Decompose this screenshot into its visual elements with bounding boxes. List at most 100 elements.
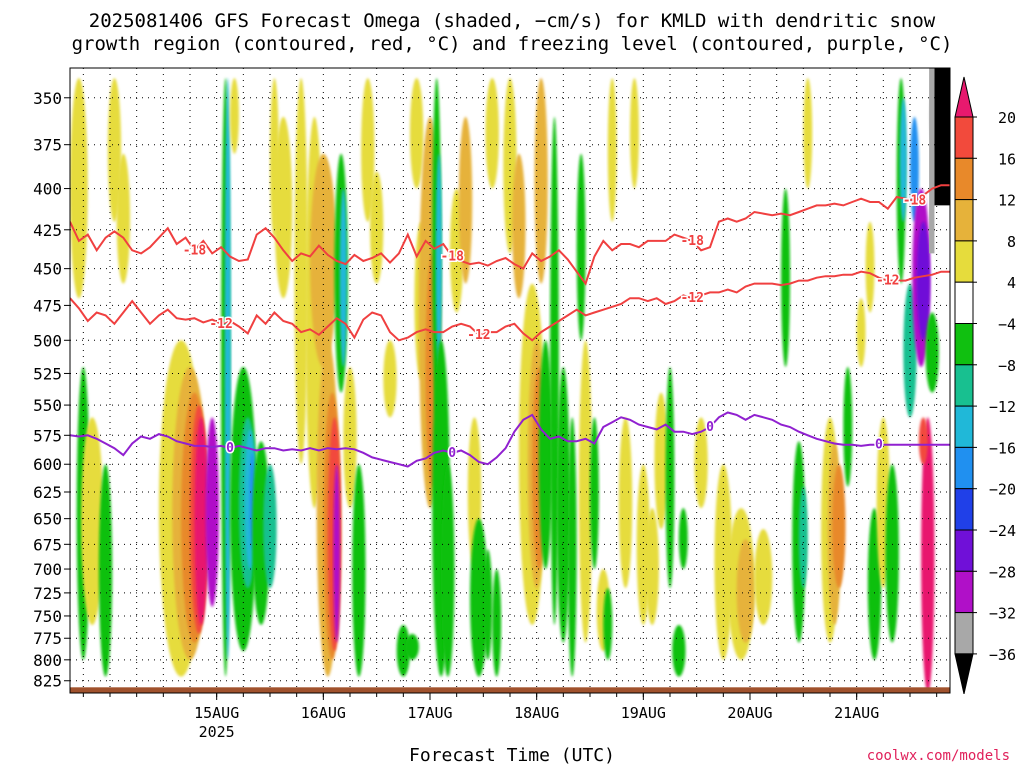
- omega-shade-cell: [70, 78, 88, 299]
- x-tick-sublabel: 2025: [199, 723, 235, 741]
- omega-shade-cell: [672, 624, 686, 677]
- y-tick-label: 650: [33, 510, 62, 529]
- y-tick-label: 725: [33, 584, 62, 603]
- omega-shade-cell: [567, 417, 577, 677]
- contour-label: -12: [209, 317, 232, 332]
- y-tick-label: 450: [33, 260, 62, 279]
- omega-shade-cell: [665, 366, 675, 589]
- colorbar-label: 4: [1007, 274, 1016, 292]
- omega-shade-cell: [781, 188, 790, 367]
- colorbar-triangle-bottom: [954, 653, 974, 695]
- contour-line-minus12: [70, 270, 950, 342]
- contour-line-minus18: [70, 184, 950, 286]
- contour-label: -18: [183, 243, 207, 258]
- omega-shade-cell: [921, 417, 935, 693]
- omega-shade-cell: [538, 340, 553, 570]
- omega-shade-cell: [352, 464, 366, 677]
- colorbar-label: −16: [989, 439, 1016, 457]
- omega-shade-cell: [630, 78, 639, 189]
- contour-label: 0: [448, 446, 456, 461]
- colorbar-label: −36: [989, 646, 1016, 664]
- terrain-strip-fill: [70, 687, 950, 693]
- contour-label: -12: [680, 291, 703, 306]
- omega-shade-cell: [843, 366, 853, 487]
- y-tick-label: 625: [33, 483, 62, 502]
- colorbar-band: [954, 364, 974, 407]
- y-tick-label: 400: [33, 180, 62, 199]
- y-tick-label: 675: [33, 535, 62, 554]
- omega-shade-cell: [483, 549, 493, 660]
- y-tick-label: 575: [33, 426, 62, 445]
- colorbar-band: [954, 281, 974, 325]
- contour-label: -18: [440, 249, 464, 264]
- x-tick-label: 15AUG: [194, 704, 239, 722]
- colorbar-label: 16: [998, 150, 1016, 168]
- x-tick-label: 18AUG: [514, 704, 559, 722]
- omega-shade-cell: [98, 464, 113, 677]
- omega-shade-cell: [194, 417, 208, 625]
- temperature-contours: -18 -18 -18 -18 -12 -12 -12 -12 0 0 0 0: [70, 184, 950, 468]
- contour-label: 0: [875, 438, 883, 453]
- omega-shade-cell: [885, 464, 899, 643]
- y-tick-label: 475: [33, 296, 62, 315]
- omega-shade-cell: [534, 78, 548, 284]
- contour-label: 0: [706, 420, 714, 435]
- contour-line-0: [70, 411, 950, 468]
- contour-label: -18: [903, 193, 927, 208]
- omega-shade-cell: [550, 116, 559, 625]
- omega-shade-cell: [410, 78, 424, 189]
- omega-shade-cell: [934, 68, 950, 206]
- y-tick-label: 750: [33, 607, 62, 626]
- omega-shade-cell: [714, 464, 733, 660]
- colorbar-band: [954, 488, 974, 531]
- omega-shade-cell: [590, 417, 599, 570]
- y-axis: 350 375 400 425 450 475 500 525 550 575 600 625 650 6…: [33, 89, 70, 691]
- omega-shade-cell: [576, 153, 586, 341]
- colorbar-band: [954, 570, 974, 614]
- y-tick-label: 700: [33, 560, 62, 579]
- omega-shade-cell: [81, 417, 104, 625]
- gridlines: [70, 68, 950, 693]
- omega-shade-cell: [343, 366, 357, 509]
- omega-shade-cell: [925, 312, 939, 393]
- colorbar-band: [954, 446, 974, 490]
- colorbar-label: −28: [989, 563, 1016, 581]
- y-tick-label: 825: [33, 672, 62, 691]
- y-tick-label: 375: [33, 136, 62, 155]
- omega-shade-cell: [294, 78, 308, 465]
- colorbar-band: [954, 116, 974, 159]
- omega-shade-cell: [856, 298, 866, 367]
- omega-shade-cell: [512, 153, 526, 299]
- y-tick-label: 425: [33, 221, 62, 240]
- y-tick-label: 500: [33, 331, 62, 350]
- omega-shading: [70, 68, 950, 693]
- colorbar-label: −8: [998, 357, 1016, 375]
- terrain-strip: [70, 687, 950, 693]
- colorbar: 20 16 12 8 4 −4 −8 −12 −16 −20 −24 −28 −32 −36: [954, 76, 1016, 695]
- omega-shade-cell: [274, 116, 293, 299]
- omega-shade-cell: [916, 221, 930, 341]
- colorbar-band: [954, 612, 974, 655]
- omega-shade-cell: [754, 529, 773, 625]
- omega-shade-cell: [578, 340, 593, 643]
- site-credit: coolwx.com/models: [866, 748, 1010, 764]
- contour-label: -18: [680, 234, 704, 249]
- chart-title-line-2: growth region (contoured, red, °C) and f…: [71, 33, 953, 55]
- omega-shade-cell: [607, 78, 617, 222]
- omega-shade-cell: [485, 78, 499, 189]
- omega-shade-cell: [694, 417, 708, 509]
- omega-shade-cell: [441, 464, 455, 677]
- omega-shade-cell: [865, 221, 875, 313]
- omega-shade-cell: [618, 417, 633, 589]
- x-axis-label: Forecast Time (UTC): [409, 745, 615, 766]
- omega-shade-cell: [370, 171, 384, 284]
- colorbar-label: 8: [1007, 233, 1016, 251]
- colorbar-label: 12: [998, 192, 1016, 210]
- colorbar-label: −20: [989, 481, 1016, 499]
- contour-label: 0: [226, 441, 234, 456]
- omega-shade-cell: [603, 588, 613, 660]
- omega-shade-cell: [224, 78, 231, 660]
- omega-shade-cell: [899, 97, 907, 222]
- omega-shade-cell: [492, 569, 502, 677]
